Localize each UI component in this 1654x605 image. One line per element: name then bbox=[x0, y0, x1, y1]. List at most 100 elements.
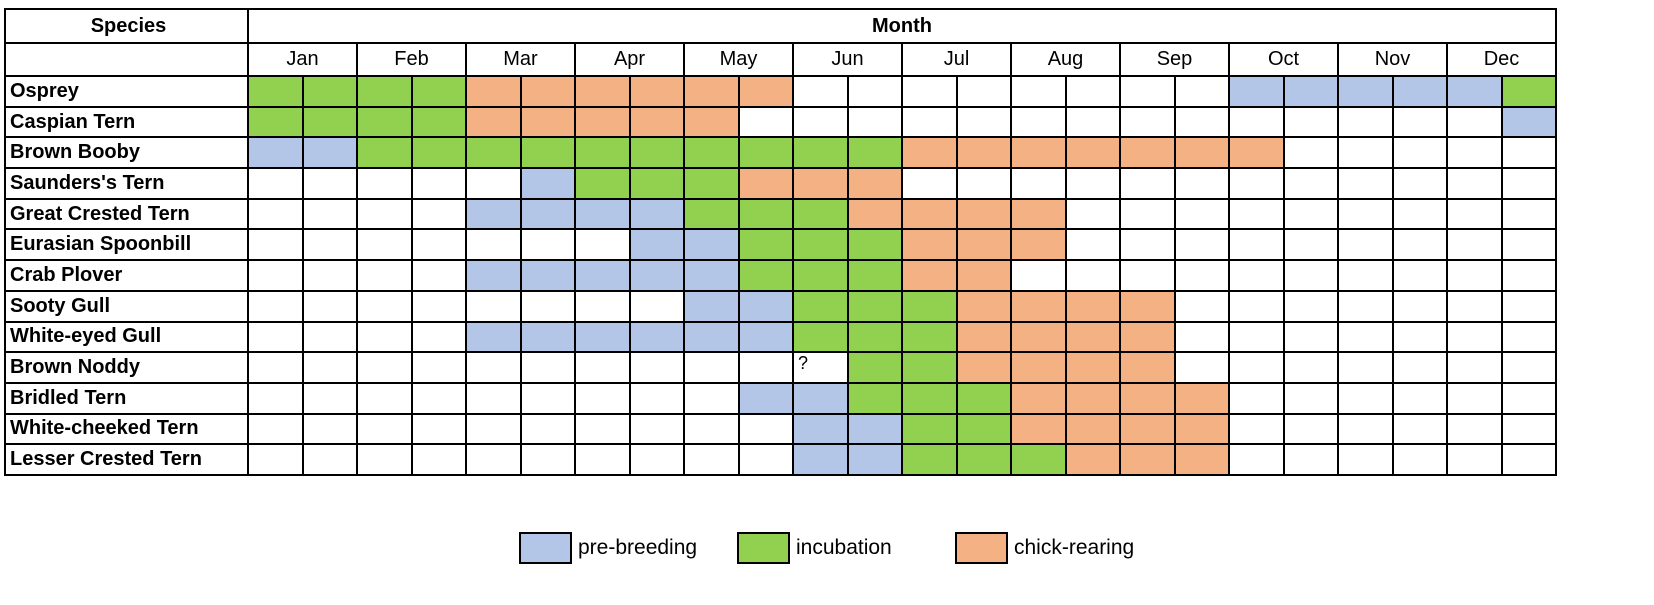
phase-cell bbox=[1064, 351, 1121, 384]
phase-cell bbox=[846, 320, 903, 354]
phase-cell bbox=[1228, 412, 1285, 446]
phase-cell bbox=[356, 412, 413, 446]
phase-cell bbox=[574, 412, 631, 446]
phase-cell bbox=[1446, 136, 1503, 170]
phase-cell bbox=[1119, 351, 1176, 384]
phase-cell bbox=[1173, 289, 1230, 323]
phase-cell bbox=[737, 320, 794, 354]
phase-cell bbox=[301, 443, 358, 476]
phase-cell bbox=[465, 167, 522, 200]
phase-cell bbox=[846, 136, 903, 170]
phase-cell bbox=[955, 136, 1012, 170]
phase-cell bbox=[1282, 197, 1339, 231]
phase-cell bbox=[683, 197, 740, 231]
table-row: Brown Booby bbox=[4, 136, 1557, 170]
phase-cell bbox=[1391, 228, 1448, 262]
phase-cell bbox=[465, 351, 522, 384]
phase-cell bbox=[1228, 351, 1285, 384]
phase-cell bbox=[955, 259, 1012, 292]
phase-cell bbox=[519, 136, 576, 170]
phase-cell bbox=[846, 381, 903, 415]
phase-cell bbox=[519, 259, 576, 292]
phase-cell bbox=[301, 289, 358, 323]
phase-cell bbox=[1337, 351, 1394, 384]
phase-cell bbox=[628, 412, 685, 446]
phase-cell bbox=[1064, 197, 1121, 231]
phase-cell bbox=[1500, 289, 1557, 323]
phase-cell bbox=[1500, 443, 1557, 476]
phase-cell bbox=[1391, 351, 1448, 384]
phase-cell bbox=[628, 351, 685, 384]
phase-cell bbox=[519, 351, 576, 384]
phase-cell bbox=[792, 443, 849, 476]
species-name: Eurasian Spoonbill bbox=[4, 228, 249, 262]
phase-cell bbox=[955, 320, 1012, 354]
phase-cell bbox=[1173, 167, 1230, 200]
phase-cell bbox=[792, 289, 849, 323]
phase-cell bbox=[1446, 289, 1503, 323]
phase-cell bbox=[628, 197, 685, 231]
phase-cell bbox=[628, 381, 685, 415]
phase-cell bbox=[1119, 75, 1176, 108]
phase-cell bbox=[1228, 105, 1285, 139]
phase-cell bbox=[846, 105, 903, 139]
phase-cell bbox=[1446, 412, 1503, 446]
legend-item-chick-rearing: chick-rearing bbox=[955, 532, 1134, 564]
phase-cell bbox=[356, 75, 413, 108]
phase-cell bbox=[955, 167, 1012, 200]
phase-cell bbox=[683, 75, 740, 108]
legend-item-pre-breeding: pre-breeding bbox=[519, 532, 697, 564]
phase-cell bbox=[628, 289, 685, 323]
phase-cell bbox=[1337, 197, 1394, 231]
phase-cell bbox=[628, 167, 685, 200]
phase-cell bbox=[683, 351, 740, 384]
phase-cell bbox=[1173, 259, 1230, 292]
phase-cell bbox=[955, 197, 1012, 231]
phase-cell bbox=[410, 381, 467, 415]
phase-cell bbox=[356, 197, 413, 231]
month-label: Dec bbox=[1446, 42, 1557, 77]
phase-cell bbox=[1173, 381, 1230, 415]
phase-cell bbox=[519, 443, 576, 476]
legend-swatch bbox=[519, 532, 572, 564]
phase-cell bbox=[792, 412, 849, 446]
phase-cell bbox=[519, 320, 576, 354]
phase-cell bbox=[301, 412, 358, 446]
phase-cell bbox=[901, 228, 958, 262]
header-row: Species Month bbox=[4, 8, 1557, 44]
table-row: Lesser Crested Tern bbox=[4, 443, 1557, 476]
phase-cell bbox=[1282, 105, 1339, 139]
phase-cell bbox=[737, 167, 794, 200]
phase-cell bbox=[737, 259, 794, 292]
phase-cell bbox=[519, 228, 576, 262]
phase-cell bbox=[1064, 167, 1121, 200]
phase-cell bbox=[1446, 75, 1503, 108]
month-label: Apr bbox=[574, 42, 685, 77]
phase-cell bbox=[465, 412, 522, 446]
phase-cell bbox=[901, 197, 958, 231]
phase-cell bbox=[519, 289, 576, 323]
phase-cell bbox=[1337, 228, 1394, 262]
phase-cell bbox=[901, 412, 958, 446]
phase-cell bbox=[519, 412, 576, 446]
phase-cell bbox=[1010, 351, 1067, 384]
phase-cell bbox=[737, 381, 794, 415]
phase-cell bbox=[1010, 197, 1067, 231]
phase-cell bbox=[901, 167, 958, 200]
phase-cell bbox=[1500, 228, 1557, 262]
phase-cell bbox=[1173, 412, 1230, 446]
phase-cell bbox=[1337, 136, 1394, 170]
month-label: May bbox=[683, 42, 794, 77]
phase-cell bbox=[247, 136, 304, 170]
phase-cell bbox=[737, 351, 794, 384]
phase-cell bbox=[301, 75, 358, 108]
phase-cell bbox=[1010, 443, 1067, 476]
phase-cell bbox=[247, 259, 304, 292]
phase-cell bbox=[1010, 75, 1067, 108]
phase-cell bbox=[792, 75, 849, 108]
phase-cell bbox=[1228, 381, 1285, 415]
phase-cell bbox=[737, 289, 794, 323]
phase-cell bbox=[410, 320, 467, 354]
phase-cell bbox=[1010, 320, 1067, 354]
phase-cell bbox=[410, 167, 467, 200]
